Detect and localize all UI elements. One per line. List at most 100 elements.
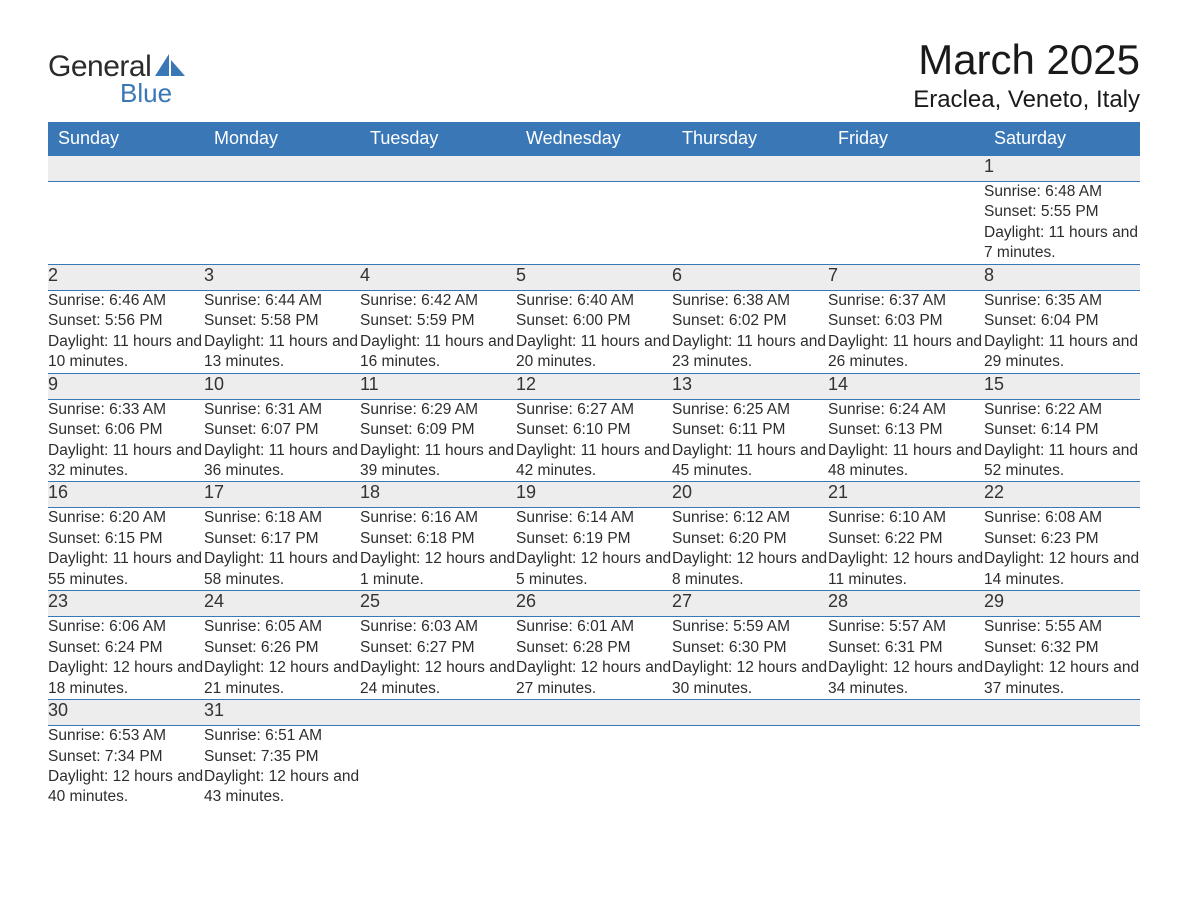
daylight-text: Daylight: 11 hours and 36 minutes. — [204, 441, 360, 482]
day-cell: Sunrise: 6:01 AMSunset: 6:28 PMDaylight:… — [516, 617, 672, 700]
day-number: 5 — [516, 264, 672, 290]
day-cell: Sunrise: 6:53 AMSunset: 7:34 PMDaylight:… — [48, 726, 204, 808]
day-number-row: 23242526272829 — [48, 591, 1140, 617]
day-cell — [672, 726, 828, 808]
day-cell: Sunrise: 6:40 AMSunset: 6:00 PMDaylight:… — [516, 290, 672, 373]
day-number: 23 — [48, 591, 204, 617]
day-number-row: 9101112131415 — [48, 373, 1140, 399]
daylight-text: Daylight: 11 hours and 13 minutes. — [204, 332, 360, 373]
day-cell: Sunrise: 6:08 AMSunset: 6:23 PMDaylight:… — [984, 508, 1140, 591]
day-number-row: 3031 — [48, 700, 1140, 726]
daylight-text: Daylight: 12 hours and 14 minutes. — [984, 549, 1140, 590]
sunrise-text: Sunrise: 6:25 AM — [672, 400, 828, 420]
daylight-text: Daylight: 11 hours and 20 minutes. — [516, 332, 672, 373]
daylight-text: Daylight: 12 hours and 27 minutes. — [516, 658, 672, 699]
sunrise-text: Sunrise: 6:51 AM — [204, 726, 360, 746]
weekday-header: Wednesday — [516, 122, 672, 156]
sail-icon — [155, 54, 185, 81]
day-cell: Sunrise: 6:48 AMSunset: 5:55 PMDaylight:… — [984, 182, 1140, 265]
day-number: 10 — [204, 373, 360, 399]
day-number: 3 — [204, 264, 360, 290]
location: Eraclea, Veneto, Italy — [913, 86, 1140, 114]
sunrise-text: Sunrise: 6:33 AM — [48, 400, 204, 420]
day-cell: Sunrise: 5:55 AMSunset: 6:32 PMDaylight:… — [984, 617, 1140, 700]
sunset-text: Sunset: 5:59 PM — [360, 311, 516, 331]
daylight-text: Daylight: 12 hours and 11 minutes. — [828, 549, 984, 590]
day-number: 11 — [360, 373, 516, 399]
sunrise-text: Sunrise: 6:48 AM — [984, 182, 1140, 202]
day-cell: Sunrise: 6:31 AMSunset: 6:07 PMDaylight:… — [204, 399, 360, 482]
day-number: 18 — [360, 482, 516, 508]
day-number-row: 1 — [48, 156, 1140, 182]
sunset-text: Sunset: 6:09 PM — [360, 420, 516, 440]
sunrise-text: Sunrise: 6:53 AM — [48, 726, 204, 746]
day-number — [516, 700, 672, 726]
sunset-text: Sunset: 6:18 PM — [360, 529, 516, 549]
weekday-header: Friday — [828, 122, 984, 156]
day-number: 20 — [672, 482, 828, 508]
day-number — [828, 700, 984, 726]
sunset-text: Sunset: 6:06 PM — [48, 420, 204, 440]
sunrise-text: Sunrise: 6:27 AM — [516, 400, 672, 420]
sunrise-text: Sunrise: 6:38 AM — [672, 291, 828, 311]
day-number: 7 — [828, 264, 984, 290]
sunset-text: Sunset: 6:19 PM — [516, 529, 672, 549]
day-cell: Sunrise: 6:05 AMSunset: 6:26 PMDaylight:… — [204, 617, 360, 700]
day-cell: Sunrise: 6:29 AMSunset: 6:09 PMDaylight:… — [360, 399, 516, 482]
sunset-text: Sunset: 6:28 PM — [516, 638, 672, 658]
sunset-text: Sunset: 5:55 PM — [984, 202, 1140, 222]
sunset-text: Sunset: 6:30 PM — [672, 638, 828, 658]
sunrise-text: Sunrise: 6:44 AM — [204, 291, 360, 311]
day-number — [828, 156, 984, 182]
day-number — [360, 156, 516, 182]
day-data-row: Sunrise: 6:53 AMSunset: 7:34 PMDaylight:… — [48, 726, 1140, 808]
daylight-text: Daylight: 11 hours and 55 minutes. — [48, 549, 204, 590]
day-cell: Sunrise: 6:51 AMSunset: 7:35 PMDaylight:… — [204, 726, 360, 808]
day-number-row: 16171819202122 — [48, 482, 1140, 508]
sunset-text: Sunset: 5:58 PM — [204, 311, 360, 331]
daylight-text: Daylight: 12 hours and 8 minutes. — [672, 549, 828, 590]
day-cell — [828, 182, 984, 265]
title-block: March 2025 Eraclea, Veneto, Italy — [913, 36, 1140, 114]
day-number: 8 — [984, 264, 1140, 290]
day-number: 1 — [984, 156, 1140, 182]
daylight-text: Daylight: 11 hours and 39 minutes. — [360, 441, 516, 482]
day-cell — [48, 182, 204, 265]
sunset-text: Sunset: 6:10 PM — [516, 420, 672, 440]
daylight-text: Daylight: 12 hours and 40 minutes. — [48, 767, 204, 808]
sunset-text: Sunset: 6:07 PM — [204, 420, 360, 440]
day-number — [672, 156, 828, 182]
sunset-text: Sunset: 7:35 PM — [204, 747, 360, 767]
day-number — [48, 156, 204, 182]
day-cell — [516, 182, 672, 265]
calendar-header-row: SundayMondayTuesdayWednesdayThursdayFrid… — [48, 122, 1140, 156]
sunset-text: Sunset: 6:03 PM — [828, 311, 984, 331]
day-cell: Sunrise: 6:03 AMSunset: 6:27 PMDaylight:… — [360, 617, 516, 700]
sunrise-text: Sunrise: 5:55 AM — [984, 617, 1140, 637]
day-cell: Sunrise: 6:44 AMSunset: 5:58 PMDaylight:… — [204, 290, 360, 373]
day-cell: Sunrise: 6:25 AMSunset: 6:11 PMDaylight:… — [672, 399, 828, 482]
daylight-text: Daylight: 12 hours and 18 minutes. — [48, 658, 204, 699]
day-data-row: Sunrise: 6:06 AMSunset: 6:24 PMDaylight:… — [48, 617, 1140, 700]
day-cell — [984, 726, 1140, 808]
sunrise-text: Sunrise: 6:40 AM — [516, 291, 672, 311]
daylight-text: Daylight: 12 hours and 30 minutes. — [672, 658, 828, 699]
day-number: 31 — [204, 700, 360, 726]
sunrise-text: Sunrise: 6:12 AM — [672, 508, 828, 528]
day-cell: Sunrise: 6:10 AMSunset: 6:22 PMDaylight:… — [828, 508, 984, 591]
sunset-text: Sunset: 6:26 PM — [204, 638, 360, 658]
daylight-text: Daylight: 11 hours and 58 minutes. — [204, 549, 360, 590]
sunrise-text: Sunrise: 6:31 AM — [204, 400, 360, 420]
day-cell: Sunrise: 6:06 AMSunset: 6:24 PMDaylight:… — [48, 617, 204, 700]
day-cell: Sunrise: 6:42 AMSunset: 5:59 PMDaylight:… — [360, 290, 516, 373]
daylight-text: Daylight: 11 hours and 29 minutes. — [984, 332, 1140, 373]
sunrise-text: Sunrise: 6:16 AM — [360, 508, 516, 528]
sunrise-text: Sunrise: 5:59 AM — [672, 617, 828, 637]
weekday-header: Tuesday — [360, 122, 516, 156]
day-number: 14 — [828, 373, 984, 399]
day-cell: Sunrise: 6:33 AMSunset: 6:06 PMDaylight:… — [48, 399, 204, 482]
day-cell — [516, 726, 672, 808]
day-cell: Sunrise: 6:12 AMSunset: 6:20 PMDaylight:… — [672, 508, 828, 591]
sunrise-text: Sunrise: 6:03 AM — [360, 617, 516, 637]
day-cell: Sunrise: 6:46 AMSunset: 5:56 PMDaylight:… — [48, 290, 204, 373]
